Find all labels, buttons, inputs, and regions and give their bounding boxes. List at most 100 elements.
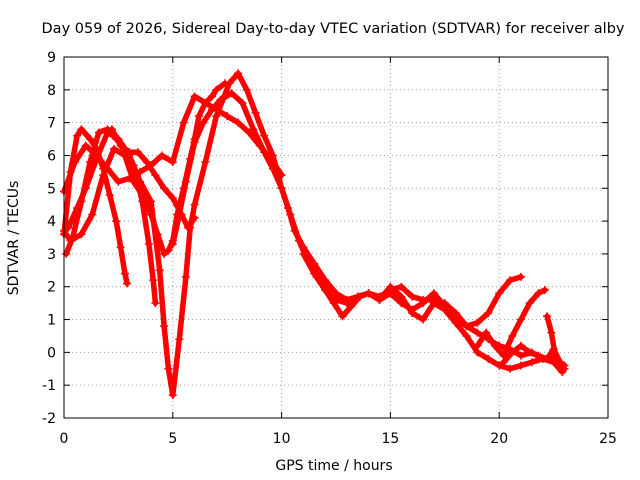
series-trace-6 bbox=[107, 125, 199, 232]
data-point bbox=[397, 282, 406, 291]
data-point bbox=[92, 154, 101, 163]
data-point bbox=[375, 295, 384, 304]
data-point bbox=[490, 341, 499, 350]
data-point bbox=[212, 85, 221, 94]
data-point bbox=[286, 210, 295, 219]
series-line bbox=[170, 90, 524, 329]
data-point bbox=[260, 148, 269, 157]
series-trace-7 bbox=[168, 89, 525, 331]
data-point bbox=[495, 289, 504, 298]
x-tick-label: 0 bbox=[60, 431, 69, 447]
series-trace-5 bbox=[64, 69, 567, 400]
data-point bbox=[419, 315, 428, 324]
data-point bbox=[540, 286, 549, 295]
data-point bbox=[543, 354, 552, 363]
data-point bbox=[112, 217, 121, 226]
data-point bbox=[249, 125, 258, 134]
y-tick-label: 4 bbox=[47, 214, 56, 230]
data-point bbox=[419, 299, 428, 308]
data-point bbox=[149, 276, 158, 285]
y-tick-label: 9 bbox=[47, 50, 56, 66]
data-point bbox=[201, 98, 210, 107]
y-tick-label: 6 bbox=[47, 148, 56, 164]
data-point bbox=[125, 148, 134, 157]
data-point bbox=[551, 354, 560, 363]
data-point bbox=[429, 289, 438, 298]
data-point bbox=[201, 158, 210, 167]
data-point bbox=[244, 128, 253, 137]
data-point bbox=[155, 266, 164, 275]
data-point bbox=[260, 131, 269, 140]
data-point bbox=[516, 361, 525, 370]
data-point bbox=[516, 351, 525, 360]
data-point bbox=[277, 184, 286, 193]
grid bbox=[64, 57, 608, 418]
x-tick-label: 5 bbox=[168, 431, 177, 447]
data-point bbox=[473, 341, 482, 350]
data-point bbox=[329, 299, 338, 308]
data-point bbox=[462, 322, 471, 331]
data-point bbox=[88, 210, 97, 219]
data-point bbox=[151, 299, 160, 308]
series-trace-9 bbox=[473, 286, 549, 360]
data-point bbox=[168, 391, 177, 400]
data-point bbox=[295, 236, 304, 245]
data-point bbox=[268, 164, 277, 173]
data-point bbox=[184, 223, 193, 232]
data-point bbox=[216, 95, 225, 104]
data-point bbox=[77, 125, 86, 134]
data-point bbox=[558, 361, 567, 370]
series-trace-11 bbox=[543, 312, 567, 373]
data-point bbox=[194, 112, 203, 121]
data-point bbox=[212, 112, 221, 121]
data-point bbox=[73, 203, 82, 212]
data-point bbox=[160, 249, 169, 258]
data-point bbox=[110, 144, 119, 153]
data-point bbox=[364, 289, 373, 298]
data-point bbox=[299, 249, 308, 258]
data-point bbox=[133, 148, 142, 157]
data-point bbox=[81, 184, 90, 193]
data-point bbox=[429, 299, 438, 308]
y-tick-label: 1 bbox=[47, 313, 56, 329]
data-point bbox=[227, 89, 236, 98]
x-tick-label: 10 bbox=[273, 431, 291, 447]
data-point bbox=[321, 286, 330, 295]
data-point bbox=[190, 213, 199, 222]
data-point bbox=[136, 177, 145, 186]
data-point bbox=[81, 141, 90, 150]
data-point bbox=[534, 351, 543, 360]
data-point bbox=[190, 138, 199, 147]
x-axis-label: GPS time / hours bbox=[275, 458, 392, 474]
data-point bbox=[199, 118, 208, 127]
data-point bbox=[310, 269, 319, 278]
data-point bbox=[506, 276, 515, 285]
data-point bbox=[397, 292, 406, 301]
data-point bbox=[99, 171, 108, 180]
data-point bbox=[103, 128, 112, 137]
series-line bbox=[474, 287, 548, 359]
data-point bbox=[484, 354, 493, 363]
data-point bbox=[160, 322, 169, 331]
data-point bbox=[66, 236, 75, 245]
y-tick-label: 3 bbox=[47, 247, 56, 263]
y-tick-label: -2 bbox=[42, 411, 56, 427]
data-point bbox=[107, 125, 116, 134]
data-point bbox=[168, 240, 177, 249]
data-point bbox=[238, 98, 247, 107]
data-point bbox=[116, 243, 125, 252]
data-point bbox=[408, 292, 417, 301]
data-point bbox=[175, 210, 184, 219]
x-tick-label: 20 bbox=[490, 431, 508, 447]
y-tick-label: 8 bbox=[47, 83, 56, 99]
data-point bbox=[473, 318, 482, 327]
data-point bbox=[190, 92, 199, 101]
data-point bbox=[190, 200, 199, 209]
y-tick-label: 7 bbox=[47, 116, 56, 132]
data-point bbox=[223, 112, 232, 121]
data-point bbox=[151, 171, 160, 180]
data-point bbox=[105, 190, 114, 199]
y-tick-label: -1 bbox=[42, 378, 56, 394]
data-point bbox=[77, 230, 86, 239]
